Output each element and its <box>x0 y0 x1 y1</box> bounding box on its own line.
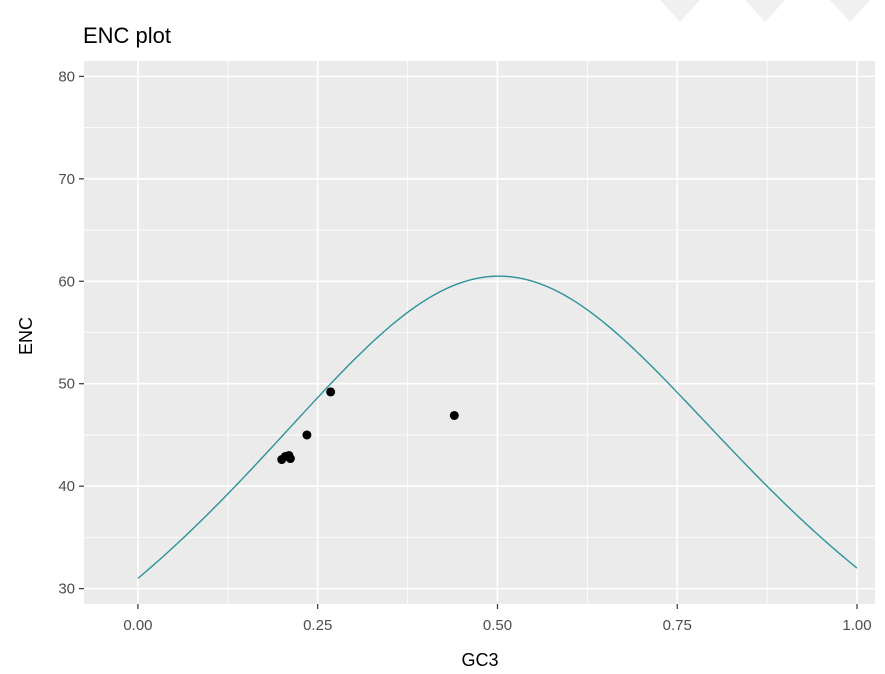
x-tick-label: 0.00 <box>123 617 152 634</box>
x-tick-label: 0.50 <box>483 617 512 634</box>
y-tick-label: 40 <box>58 478 75 495</box>
y-tick-label: 70 <box>58 171 75 188</box>
data-point <box>302 430 312 440</box>
y-tick-label: 30 <box>58 581 75 598</box>
minor-gridlines <box>84 61 875 604</box>
data-points-layer <box>277 387 459 465</box>
y-axis-ticks: 30 40 50 60 70 80 <box>58 68 84 598</box>
y-tick-label: 50 <box>58 376 75 393</box>
data-point <box>285 454 295 464</box>
y-tick-label: 60 <box>58 273 75 290</box>
chart-title: ENC plot <box>83 23 171 48</box>
data-point <box>449 410 459 420</box>
x-axis-ticks: 0.00 0.25 0.50 0.75 1.00 <box>123 604 872 634</box>
x-tick-label: 0.75 <box>663 617 692 634</box>
x-tick-label: 0.25 <box>303 617 332 634</box>
expected-enc-curve <box>137 275 858 579</box>
y-tick-label: 80 <box>58 68 75 85</box>
x-axis-title: GC3 <box>461 650 498 670</box>
y-axis-title: ENC <box>16 317 36 355</box>
major-gridlines <box>84 61 875 604</box>
x-tick-label: 1.00 <box>842 617 871 634</box>
data-point <box>326 387 336 397</box>
expected-enc-curve-layer <box>137 275 858 579</box>
